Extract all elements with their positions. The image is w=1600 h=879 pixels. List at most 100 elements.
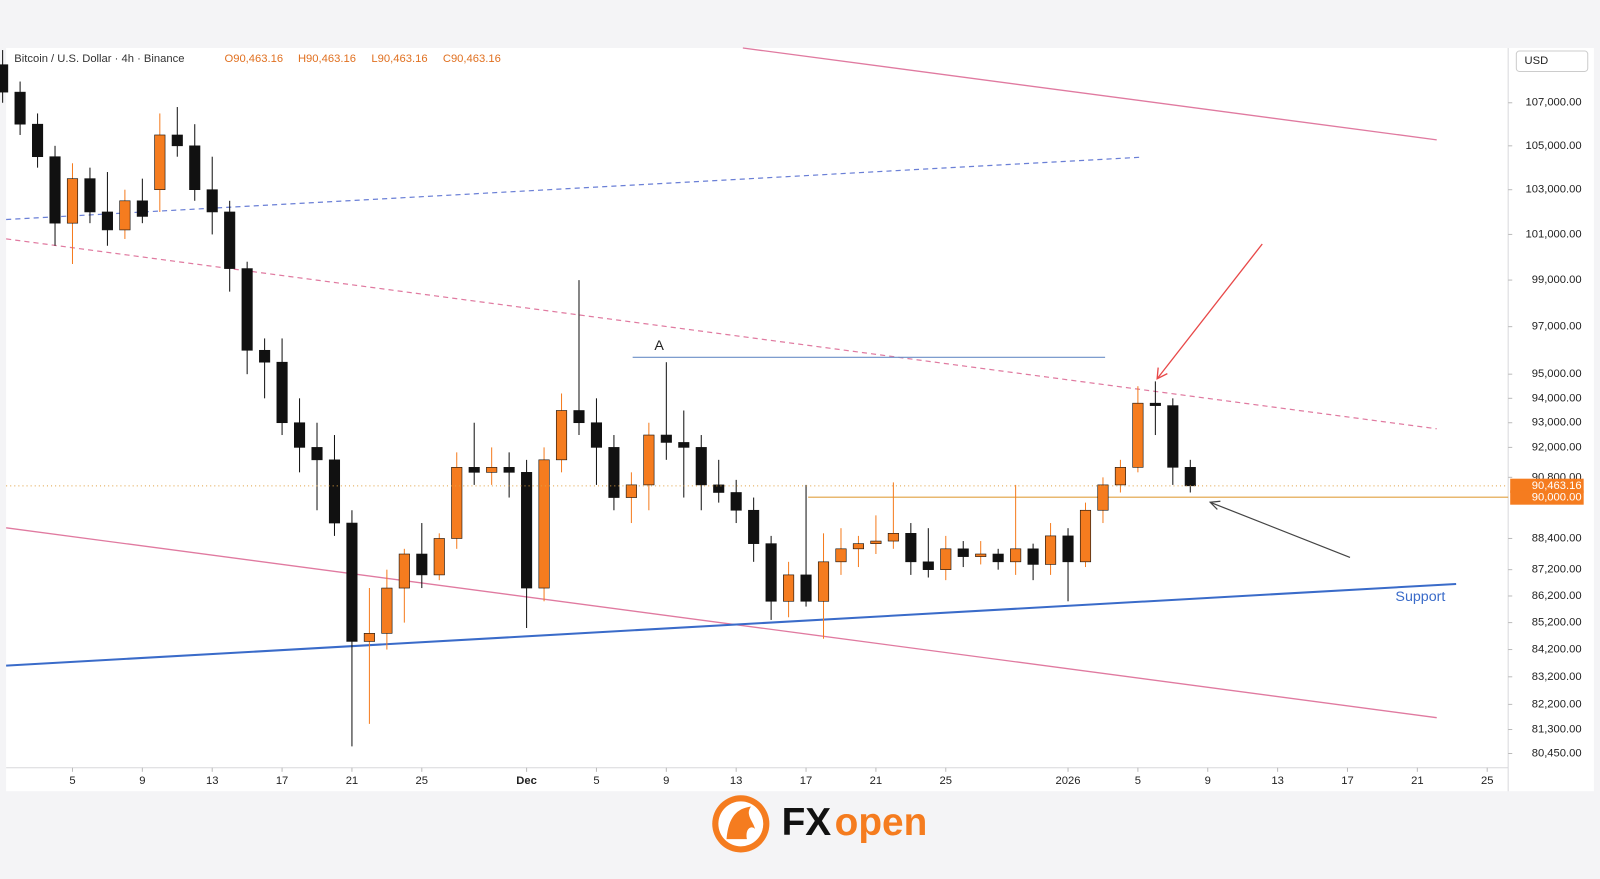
candle-body — [1045, 535, 1057, 565]
candle-body — [870, 540, 882, 544]
candle-body — [730, 492, 742, 511]
x-tick-label: 2026 — [1056, 775, 1081, 787]
candle-body — [433, 538, 445, 576]
logo-lion — [726, 806, 756, 840]
x-tick-label: 5 — [1135, 775, 1141, 787]
y-tick-label: 103,000.00 — [1525, 184, 1581, 196]
ohlc-low: L90,463.16 — [371, 53, 427, 65]
x-tick-label: 17 — [276, 775, 288, 787]
candle-body — [1010, 548, 1022, 563]
y-tick-label: 92,000.00 — [1532, 441, 1582, 453]
candle-body — [975, 553, 987, 557]
candle-body — [643, 434, 655, 486]
candle-body — [14, 91, 26, 125]
x-tick-label: 13 — [1271, 775, 1283, 787]
symbol-title: Bitcoin / U.S. Dollar · 4h · Binance — [14, 53, 184, 65]
candle-body — [678, 442, 690, 448]
y-tick-label: 87,200.00 — [1532, 564, 1582, 576]
candle-body — [206, 189, 218, 213]
x-tick-label: 9 — [139, 775, 145, 787]
candle-body — [957, 548, 969, 557]
price-tag — [1510, 490, 1584, 505]
candle-body — [363, 633, 375, 642]
candle-body — [241, 268, 253, 351]
candle-body — [84, 178, 96, 213]
candle-body — [1132, 402, 1144, 468]
x-tick-label: 25 — [416, 775, 428, 787]
candle-body — [817, 561, 830, 602]
candle-body — [311, 447, 323, 461]
candle-body — [608, 447, 620, 498]
y-tick-label: 97,000.00 — [1532, 321, 1582, 333]
x-tick-label: 5 — [69, 775, 75, 787]
candle-body — [32, 123, 44, 158]
y-tick-label: 86,200.00 — [1532, 590, 1582, 602]
y-tick-label: 99,000.00 — [1532, 274, 1582, 286]
candle-body — [713, 484, 725, 493]
candle-body — [922, 561, 934, 570]
y-tick-label: 95,000.00 — [1532, 368, 1582, 380]
channel-line — [742, 47, 1437, 141]
y-tick-label: 101,000.00 — [1525, 228, 1581, 240]
arrow — [1156, 243, 1263, 380]
arrow-head — [1208, 500, 1221, 510]
candle-body — [800, 574, 812, 602]
x-tick-label: 13 — [730, 775, 742, 787]
candle-body — [852, 543, 864, 550]
candle-body — [1097, 484, 1109, 511]
price-tag-label: 90,000.00 — [1532, 492, 1582, 504]
candle-body — [468, 467, 480, 473]
candle-body — [0, 64, 9, 93]
y-tick-label: 107,000.00 — [1525, 97, 1581, 109]
y-tick-label: 93,000.00 — [1532, 417, 1582, 429]
x-tick-label: 25 — [940, 775, 952, 787]
currency-box[interactable] — [1515, 50, 1589, 72]
candle-body — [573, 410, 585, 424]
candle-body — [119, 200, 131, 231]
overlay: 107,000.00 105,000.00 103,000.00 101,000.00… — [6, 97, 1584, 787]
candle-body — [748, 509, 760, 544]
y-tick-label: 88,400.00 — [1532, 532, 1582, 544]
candle-body — [101, 211, 113, 231]
candle-body — [49, 156, 61, 224]
y-tick-label: 83,200.00 — [1532, 671, 1582, 683]
candle-body — [328, 459, 341, 524]
brand-first: FX — [782, 801, 832, 844]
candles — [0, 50, 1196, 747]
candle-body — [625, 484, 637, 498]
candle-body — [171, 134, 183, 147]
candle-body — [276, 361, 288, 424]
x-tick-label: 25 — [1481, 775, 1493, 787]
dashed-trendline — [6, 156, 1141, 221]
channel-line — [6, 527, 1437, 719]
x-tick-label: 17 — [1341, 775, 1353, 787]
candle-body — [66, 178, 79, 224]
x-tick-label: 21 — [1411, 775, 1423, 787]
x-tick-label: 17 — [800, 775, 812, 787]
ohlc-close: C90,463.16 — [443, 53, 501, 65]
candle-body — [381, 587, 393, 634]
candle-body — [590, 422, 603, 448]
ohlc-high: H90,463.16 — [298, 53, 356, 65]
candle-body — [887, 533, 899, 542]
annotation-label: Support — [1395, 589, 1445, 605]
arrow-head — [1156, 367, 1168, 380]
x-tick-label: 21 — [870, 775, 882, 787]
candle-body — [136, 200, 148, 217]
candle-body — [695, 447, 707, 486]
currency-label[interactable]: USD — [1524, 55, 1548, 67]
candle-body — [189, 145, 201, 191]
x-tick-label: 21 — [346, 775, 358, 787]
candle-body — [293, 422, 306, 448]
candle-body — [503, 467, 515, 473]
candle-body — [1079, 509, 1092, 563]
ohlc-open: O90,463.16 — [224, 53, 283, 65]
candle-body — [555, 410, 568, 461]
candle-body — [416, 553, 428, 576]
candle-body — [905, 533, 917, 563]
x-tick-label: 13 — [206, 775, 218, 787]
candle-body — [765, 543, 777, 602]
price-tag-label: 90,463.16 — [1532, 480, 1582, 492]
x-tick-label: 9 — [663, 775, 669, 787]
